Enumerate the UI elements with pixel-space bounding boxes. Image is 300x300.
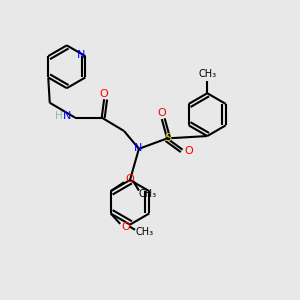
Text: H: H bbox=[55, 111, 62, 121]
Text: CH₃: CH₃ bbox=[136, 227, 154, 237]
Text: N: N bbox=[77, 50, 85, 60]
Text: CH₃: CH₃ bbox=[138, 188, 156, 199]
Text: O: O bbox=[185, 146, 194, 156]
Text: CH₃: CH₃ bbox=[198, 69, 216, 79]
Text: O: O bbox=[121, 222, 130, 233]
Text: O: O bbox=[158, 108, 166, 118]
Text: O: O bbox=[100, 89, 109, 99]
Text: S: S bbox=[164, 133, 171, 143]
Text: N: N bbox=[134, 143, 142, 153]
Text: O: O bbox=[125, 174, 134, 184]
Text: N: N bbox=[62, 111, 71, 121]
